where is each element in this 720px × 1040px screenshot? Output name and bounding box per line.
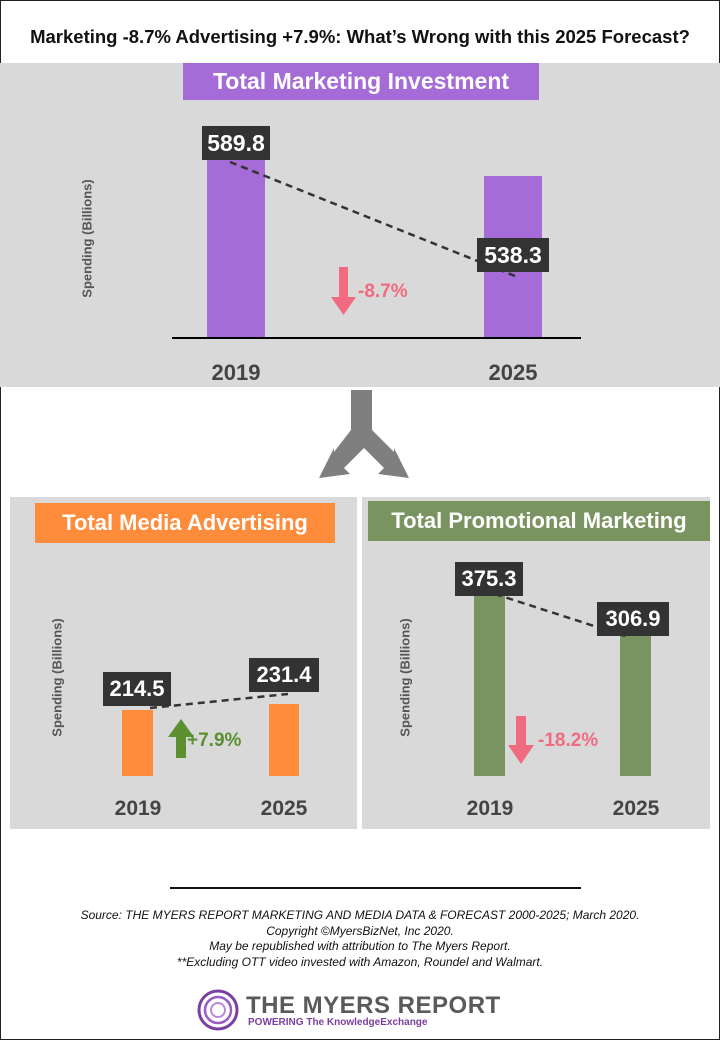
source-line: Source: THE MYERS REPORT MARKETING AND M… bbox=[80, 908, 640, 922]
promotional-value-label-2019: 375.3 bbox=[455, 562, 523, 596]
exclusion-line: **Excluding OTT video invested with Amaz… bbox=[176, 954, 544, 969]
advertising-x-tick-2019: 2019 bbox=[114, 797, 162, 820]
republish-line: May be republished with attribution to T… bbox=[209, 939, 511, 953]
marketing-x-tick-2025: 2025 bbox=[488, 360, 538, 385]
promotional-change-label: -18.2% bbox=[538, 730, 599, 751]
marketing-value-label-2025: 538.3 bbox=[477, 238, 549, 272]
promotional-value-label-2025: 306.9 bbox=[597, 602, 669, 636]
marketing-value-label-2019: 589.8 bbox=[202, 126, 270, 160]
marketing-panel bbox=[0, 63, 720, 387]
myers-report-logo: THE MYERS REPORT POWERING The KnowledgeE… bbox=[196, 988, 526, 1032]
advertising-value-label-2025: 231.4 bbox=[249, 658, 319, 692]
advertising-bar-2019 bbox=[122, 709, 153, 776]
promotional-down-arrow-icon bbox=[508, 716, 534, 764]
promotional-bar-2025 bbox=[620, 610, 651, 776]
source-notes: Source: THE MYERS REPORT MARKETING AND M… bbox=[0, 908, 720, 970]
advertising-change-label: +7.9% bbox=[187, 730, 242, 751]
advertising-x-tick-2025: 2025 bbox=[260, 797, 308, 820]
footer-divider bbox=[170, 887, 581, 889]
advertising-panel-title: Total Media Advertising bbox=[35, 503, 335, 543]
marketing-panel-title: Total Marketing Investment bbox=[183, 63, 539, 100]
advertising-trend-line bbox=[149, 692, 289, 710]
marketing-trend-line bbox=[229, 160, 516, 278]
promotional-x-tick-2025: 2025 bbox=[612, 797, 660, 820]
split-arrow-icon bbox=[319, 390, 409, 478]
promotional-bar-2019 bbox=[474, 573, 505, 776]
advertising-bar-2025 bbox=[269, 704, 299, 776]
promotional-panel bbox=[362, 497, 710, 829]
promotional-x-tick-2019: 2019 bbox=[466, 797, 514, 820]
logo-swirl-icon bbox=[197, 989, 239, 1031]
promotional-trend-line bbox=[494, 592, 626, 638]
advertising-up-arrow-icon bbox=[168, 719, 194, 758]
logo-tagline: POWERING The KnowledgeExchange bbox=[248, 1017, 428, 1028]
marketing-change-label: -8.7% bbox=[358, 281, 408, 302]
marketing-bar-2019 bbox=[207, 160, 265, 337]
marketing-baseline bbox=[172, 337, 581, 339]
marketing-x-tick-2019: 2019 bbox=[211, 360, 261, 385]
copyright-line: Copyright ©MyersBizNet, Inc 2020. bbox=[266, 923, 454, 938]
page-title: Marketing -8.7% Advertising +7.9%: What’… bbox=[30, 26, 690, 47]
marketing-down-arrow-icon bbox=[331, 267, 356, 315]
promotional-panel-title: Total Promotional Marketing bbox=[368, 501, 710, 541]
advertising-value-label-2019: 214.5 bbox=[103, 672, 171, 706]
logo-name: THE MYERS REPORT bbox=[246, 992, 501, 1019]
